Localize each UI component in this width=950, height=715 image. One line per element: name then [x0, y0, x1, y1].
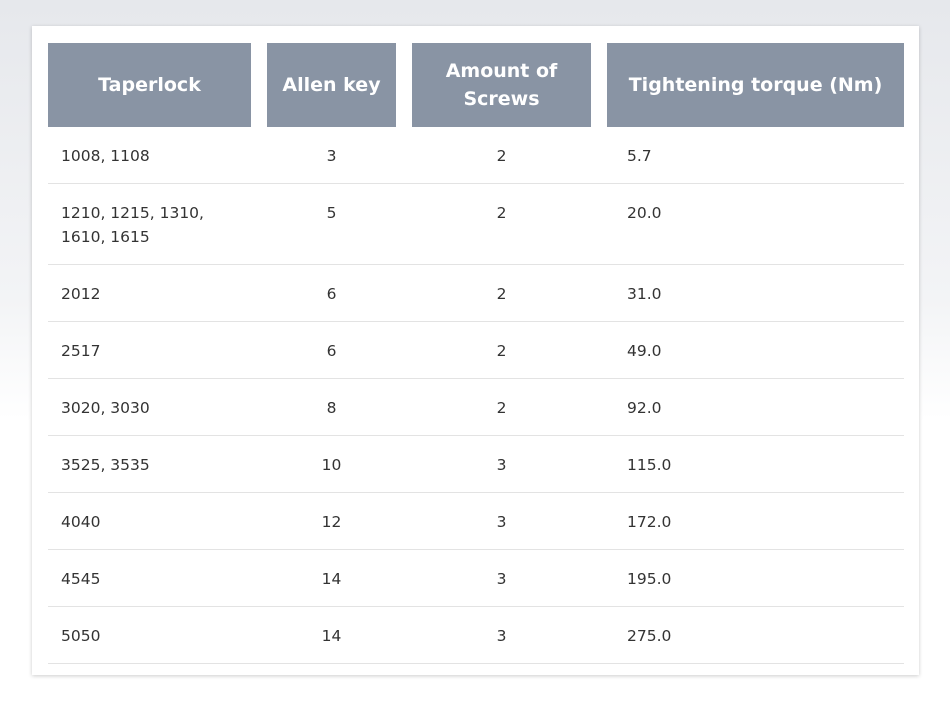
table-row: 4545 14 3 195.0 [48, 550, 904, 607]
header-cell: Amount of Screws [412, 43, 591, 127]
table-cell: 5 [326, 204, 337, 222]
table-cell: 2 [496, 342, 507, 360]
table-cell: 5.7 [627, 147, 652, 165]
table-row: 2517 6 2 49.0 [48, 322, 904, 379]
table-cell: 2 [496, 399, 507, 417]
table-cell: 3525, 3535 [61, 456, 150, 474]
table-cell: 2 [496, 285, 507, 303]
table-cell: 172.0 [627, 513, 672, 531]
table-cell: 275.0 [627, 627, 672, 645]
table-cell: 12 [321, 513, 342, 531]
table-row: 3525, 3535 10 3 115.0 [48, 436, 904, 493]
table-cell: 2012 [61, 285, 101, 303]
torque-table: Taperlock Allen key Amount of Screws Tighte… [48, 43, 904, 664]
table-cell: 3 [496, 456, 507, 474]
table-cell: 8 [326, 399, 337, 417]
card: Taperlock Allen key Amount of Screws Tighte… [32, 26, 919, 675]
table-cell: 115.0 [627, 456, 672, 474]
table-cell: 3 [496, 513, 507, 531]
table-cell: 195.0 [627, 570, 672, 588]
header-cell: Taperlock [48, 43, 251, 127]
table-cell: 92.0 [627, 399, 662, 417]
table-cell: 1210, 1215, 1310, 1610, 1615 [61, 204, 204, 246]
table-cell: 14 [321, 570, 342, 588]
header-cell: Tightening torque (Nm) [607, 43, 904, 127]
table-cell: 31.0 [627, 285, 662, 303]
table-cell: 3020, 3030 [61, 399, 150, 417]
table-cell: 49.0 [627, 342, 662, 360]
table-row: 3020, 3030 8 2 92.0 [48, 379, 904, 436]
header-cell: Allen key [267, 43, 396, 127]
table-row: 2012 6 2 31.0 [48, 265, 904, 322]
header-row: Taperlock Allen key Amount of Screws Tighte… [48, 43, 904, 127]
table-cell: 2517 [61, 342, 101, 360]
table-row: 1008, 1108 3 2 5.7 [48, 127, 904, 184]
table-cell: 3 [496, 570, 507, 588]
table-cell: 1008, 1108 [61, 147, 150, 165]
table-cell: 20.0 [627, 204, 662, 222]
table-cell: 14 [321, 627, 342, 645]
table-cell: 10 [321, 456, 342, 474]
table-cell: 4545 [61, 570, 101, 588]
table-cell: 2 [496, 204, 507, 222]
table-cell: 4040 [61, 513, 101, 531]
table-cell: 3 [326, 147, 337, 165]
table-cell: 5050 [61, 627, 101, 645]
table-cell: 2 [496, 147, 507, 165]
table-cell: 6 [326, 342, 337, 360]
table-row: 5050 14 3 275.0 [48, 607, 904, 664]
table-row: 4040 12 3 172.0 [48, 493, 904, 550]
table-row: 1210, 1215, 1310, 1610, 1615 5 2 20.0 [48, 184, 904, 265]
table-cell: 6 [326, 285, 337, 303]
table-cell: 3 [496, 627, 507, 645]
